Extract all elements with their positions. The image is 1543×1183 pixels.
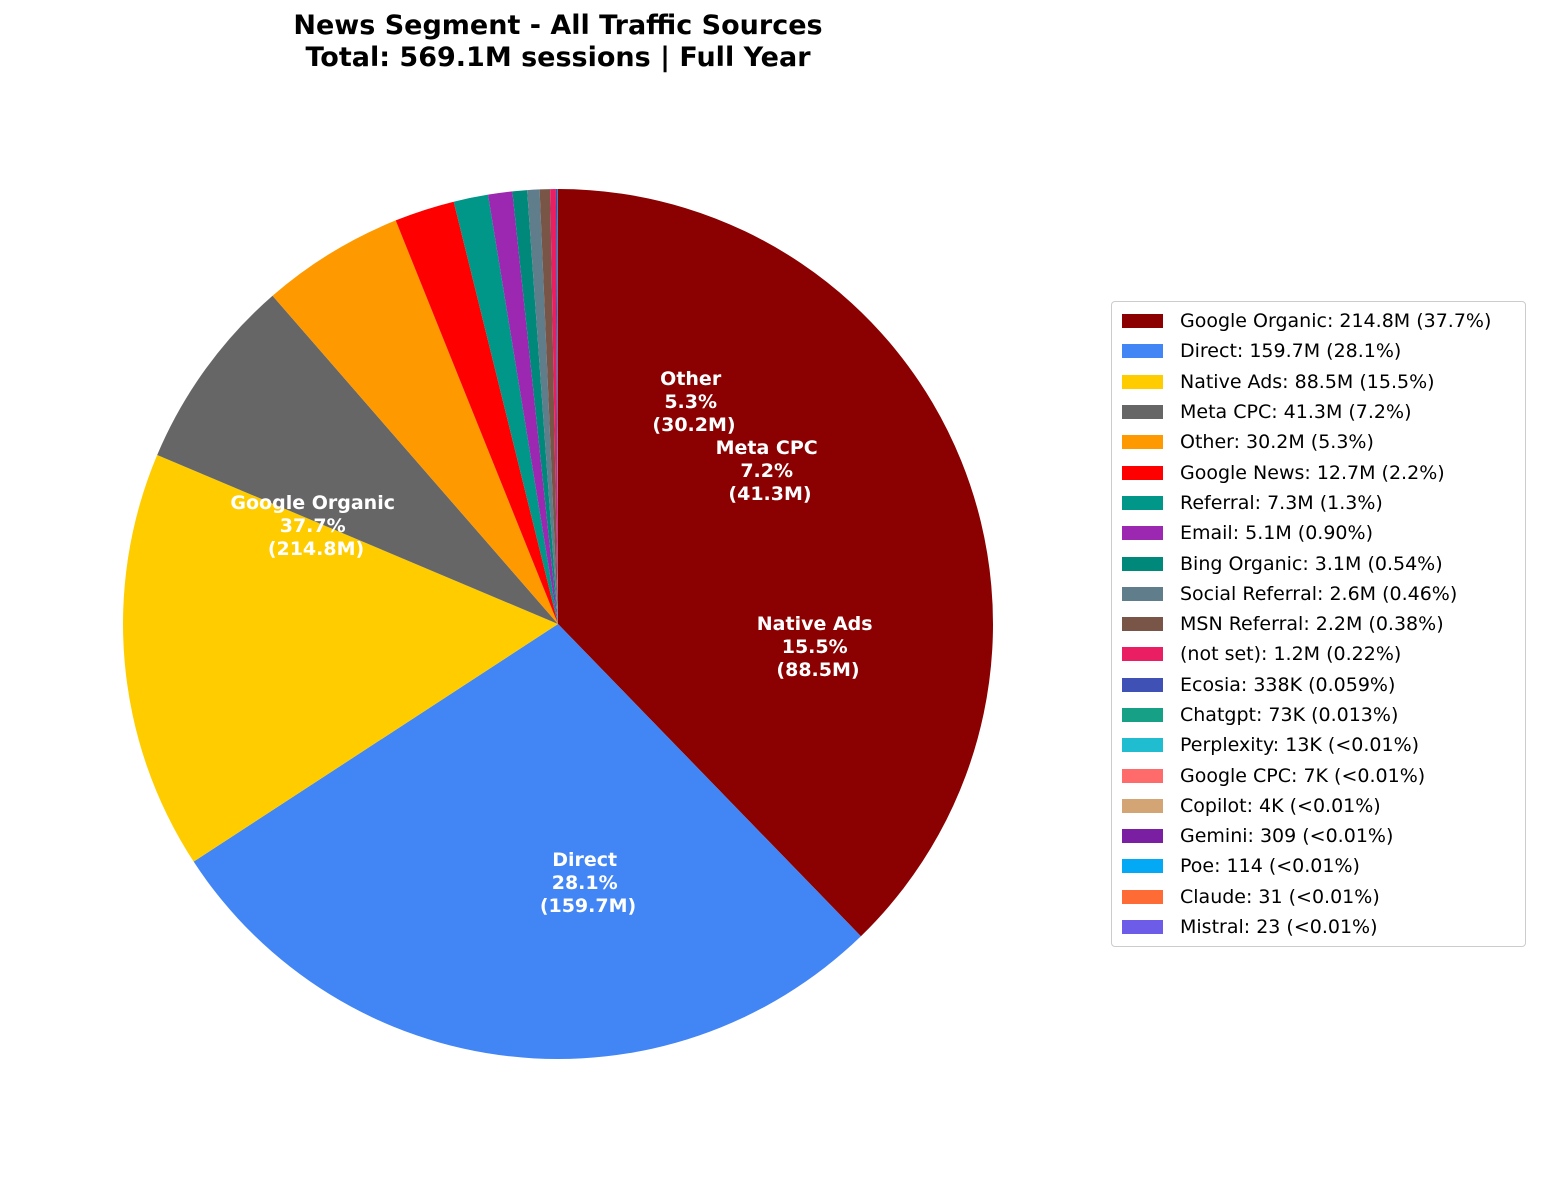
legend-item-direct: Direct: 159.7M (28.1%) — [1112, 336, 1525, 366]
pie-slice-google-news — [395, 201, 558, 625]
pie-slice-bing-organic — [512, 190, 558, 624]
slice-label-direct: Direct 28.1% (159.7M) — [540, 849, 636, 917]
legend-swatch — [1122, 798, 1163, 813]
legend-item-referral: Referral: 7.3M (1.3%) — [1112, 488, 1525, 518]
pie-slice-msn-referral — [539, 189, 558, 624]
legend-swatch — [1122, 677, 1163, 692]
pie-chart: Google Organic 37.7% (214.8M) Direct 28.… — [122, 188, 993, 1059]
pie-slice-native-ads — [122, 454, 558, 862]
legend-item-email: Email: 5.1M (0.90%) — [1112, 518, 1525, 548]
legend-swatch — [1122, 859, 1163, 874]
legend: Google Organic: 214.8M (37.7%) Direct: 1… — [1111, 301, 1526, 948]
legend-swatch — [1122, 556, 1163, 571]
legend-item-ecosia: Ecosia: 338K (0.059%) — [1112, 670, 1525, 700]
pie-slice-not-set — [550, 189, 558, 625]
legend-item-poe: Poe: 114 (<0.01%) — [1112, 851, 1525, 881]
legend-swatch — [1122, 526, 1163, 541]
legend-item-social-referral: Social Referral: 2.6M (0.46%) — [1112, 579, 1525, 609]
slice-label-native-ads: Native Ads 15.5% (88.5M) — [757, 613, 879, 681]
slice-label-other: Other 5.3% (30.2M) — [652, 368, 735, 436]
slice-labels: Google Organic 37.7% (214.8M) Direct 28.… — [230, 368, 879, 917]
legend-swatch — [1122, 738, 1163, 753]
legend-item-claude: Claude: 31 (<0.01%) — [1112, 882, 1525, 912]
slice-label-meta-cpc: Meta CPC 7.2% (41.3M) — [716, 437, 825, 505]
legend-item-native-ads: Native Ads: 88.5M (15.5%) — [1112, 367, 1525, 397]
legend-swatch — [1122, 647, 1163, 662]
legend-swatch — [1122, 920, 1163, 935]
legend-swatch — [1122, 374, 1163, 389]
legend-item-mistral: Mistral: 23 (<0.01%) — [1112, 912, 1525, 942]
legend-item-meta-cpc: Meta CPC: 41.3M (7.2%) — [1112, 397, 1525, 427]
legend-swatch — [1122, 617, 1163, 632]
legend-swatch — [1122, 889, 1163, 904]
pie-slice-email — [488, 191, 558, 624]
legend-swatch — [1122, 708, 1163, 722]
legend-item-google-cpc: Google CPC: 7K (<0.01%) — [1112, 760, 1525, 790]
pie-slice-meta-cpc — [157, 295, 558, 624]
legend-item-copilot: Copilot: 4K (<0.01%) — [1112, 791, 1525, 821]
slice-label-google-organic: Google Organic 37.7% (214.8M) — [230, 492, 401, 560]
legend-swatch — [1122, 465, 1163, 480]
legend-swatch — [1122, 344, 1163, 359]
legend-swatch — [1122, 586, 1163, 601]
pie-slice-other — [272, 220, 558, 624]
chart-title-line2: Total: 569.1M sessions | Full Year — [305, 42, 811, 73]
legend-item-google-organic: Google Organic: 214.8M (37.7%) — [1112, 306, 1525, 336]
legend-swatch — [1122, 495, 1163, 510]
legend-swatch — [1122, 405, 1163, 420]
legend-item-other: Other: 30.2M (5.3%) — [1112, 427, 1525, 457]
legend-swatch — [1122, 829, 1163, 844]
legend-item-chatgpt: Chatgpt: 73K (0.013%) — [1112, 700, 1525, 730]
legend-swatch — [1122, 768, 1163, 783]
pie-slices — [122, 188, 993, 1059]
legend-item-gemini: Gemini: 309 (<0.01%) — [1112, 821, 1525, 851]
pie-slice-referral — [453, 194, 558, 624]
chart-title-line1: News Segment - All Traffic Sources — [293, 10, 823, 41]
legend-item-not-set: (not set): 1.2M (0.22%) — [1112, 639, 1525, 669]
pie-slice-direct — [193, 624, 861, 1059]
legend-item-google-news: Google News: 12.7M (2.2%) — [1112, 457, 1525, 487]
legend-swatch — [1122, 435, 1163, 450]
pie-slice-social-referral — [527, 189, 558, 625]
pie-slice-google-organic — [558, 189, 993, 937]
chart-title: News Segment - All Traffic Sources Total… — [258, 10, 858, 74]
legend-item-bing-organic: Bing Organic: 3.1M (0.54%) — [1112, 548, 1525, 578]
legend-swatch — [1122, 314, 1163, 329]
legend-item-msn-referral: MSN Referral: 2.2M (0.38%) — [1112, 609, 1525, 639]
legend-item-perplexity: Perplexity: 13K (<0.01%) — [1112, 730, 1525, 760]
pie-slice-ecosia — [555, 189, 558, 625]
